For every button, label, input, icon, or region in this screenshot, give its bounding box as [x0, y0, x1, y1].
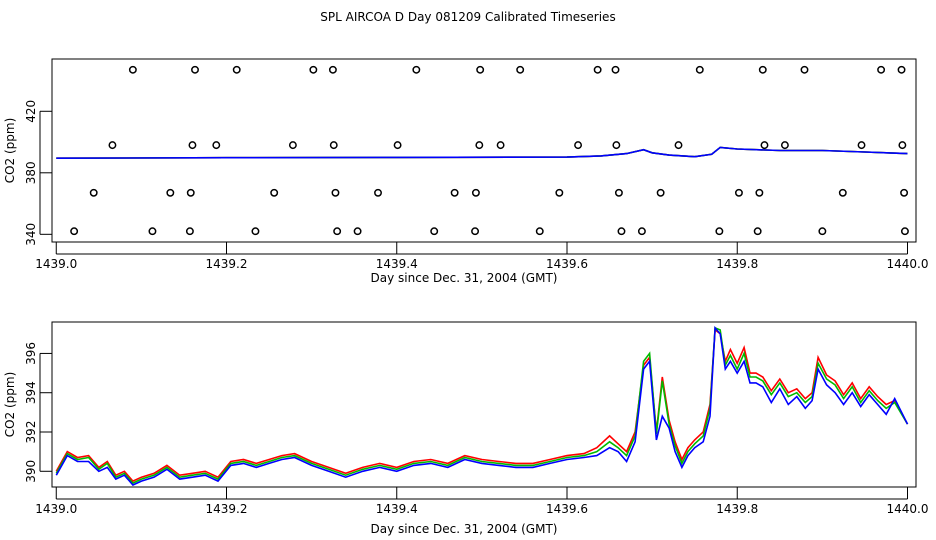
panel-1-marker-point: [900, 188, 909, 197]
panel-1-marker-point: [70, 227, 79, 236]
panel-1-marker-point: [251, 227, 260, 236]
panel-1-marker-point: [331, 188, 340, 197]
panel-1-marker-point: [857, 141, 866, 150]
panel-1-marker-point: [89, 188, 98, 197]
panel-1-marker-point: [516, 65, 525, 74]
panel-1-x-tick-label: 1439.6: [546, 257, 588, 271]
panel-1-marker-point: [430, 227, 439, 236]
panel-1-marker-point: [333, 227, 342, 236]
panel-1-marker-point: [574, 141, 583, 150]
panel-1-marker-point: [185, 227, 194, 236]
panel-1-y-axis-label: CO2 (ppm): [3, 118, 17, 184]
panel-1-y-tick-label: 340: [24, 223, 38, 246]
panel-1-marker-point: [309, 65, 318, 74]
panel-2-y-tick-label: 390: [24, 460, 38, 483]
panel-1-marker-point: [471, 227, 480, 236]
panel-1-marker-point: [637, 227, 646, 236]
panel-1-marker-point: [232, 65, 241, 74]
panel-2-plot-frame: [51, 321, 917, 488]
panel-1-marker-point: [374, 188, 382, 197]
panel-1-marker-point: [270, 188, 279, 197]
panel-1-marker-point: [212, 141, 221, 150]
panel-1-marker-point: [108, 141, 117, 150]
panel-2-x-tick-label: 1440.0: [886, 502, 928, 516]
panel-1-series-blue: [56, 146, 908, 159]
panel-1-marker-point: [818, 227, 827, 236]
panel-1-marker-point: [800, 65, 809, 74]
panel-1-marker-point: [393, 141, 402, 150]
panel-1-y-tick-label: 380: [24, 161, 38, 184]
panel-1-x-tick-label: 1439.2: [206, 257, 248, 271]
panel-1-marker-point: [288, 141, 297, 150]
panel-2-x-axis-label: Day since Dec. 31, 2004 (GMT): [371, 522, 558, 536]
panel-1-marker-point: [188, 141, 197, 150]
panel-2-x-tick-label: 1439.4: [376, 502, 418, 516]
panel-2-y-tick-label: 392: [24, 421, 38, 444]
panel-1-marker-point: [328, 65, 337, 74]
panel-1-marker-point: [617, 227, 626, 236]
panel-2-y-tick-label: 394: [24, 381, 38, 404]
panel-1-marker-point: [555, 188, 564, 197]
panel-1-x-tick-label: 1439.4: [376, 257, 418, 271]
panel-2-y-tick-label: 396: [24, 342, 38, 365]
panel-1-marker-point: [186, 188, 195, 197]
panel-1-marker-point: [471, 188, 480, 197]
panel-1-marker-point: [900, 227, 909, 236]
panel-2-x-tick-label: 1439.2: [206, 502, 248, 516]
panel-2-series-green: [55, 326, 909, 485]
panel-1-marker-point: [535, 227, 544, 236]
panel-1-marker-point: [753, 227, 762, 236]
panel-1-marker-point: [148, 227, 157, 236]
panel-1-marker-point: [877, 65, 886, 74]
panel-1-marker-point: [758, 65, 767, 74]
panel-1-marker-point: [128, 65, 137, 74]
panel-1-x-tick-label: 1439.0: [35, 257, 77, 271]
panel-2-x-tick-label: 1439.0: [35, 502, 77, 516]
panel-1-marker-point: [674, 141, 683, 150]
panel-1-marker-point: [695, 65, 704, 74]
panel-1-marker-point: [760, 141, 769, 150]
panel-1-marker-point: [353, 227, 362, 236]
panel-1-marker-point: [898, 141, 907, 150]
panel-1-marker-point: [496, 141, 505, 150]
panel-2-x-tick-label: 1439.6: [546, 502, 588, 516]
panel-2-x-tick-label: 1439.8: [716, 502, 758, 516]
panel-1-marker-point: [611, 65, 620, 74]
panel-2-series-red: [55, 328, 909, 483]
panel-1-y-tick-label: 420: [24, 100, 38, 123]
panel-1-marker-point: [593, 65, 602, 74]
panel-1-marker-point: [191, 65, 199, 74]
panel-1-plot-frame: [51, 58, 917, 243]
panel-1-x-tick-label: 1440.0: [886, 257, 928, 271]
panel-1-marker-point: [450, 188, 459, 197]
panel-1-marker-point: [780, 141, 789, 150]
panel-2-series-blue: [55, 325, 909, 486]
panel-1-marker-point: [412, 65, 421, 74]
panel-1-x-tick-label: 1439.8: [716, 257, 758, 271]
panel-1-marker-point: [656, 188, 665, 197]
panel-1-marker-point: [734, 188, 743, 197]
panel-1-x-axis-label: Day since Dec. 31, 2004 (GMT): [371, 271, 558, 285]
panel-1-marker-point: [614, 188, 623, 197]
panel-1-marker-point: [755, 188, 764, 197]
panel-1-marker-point: [476, 65, 485, 74]
panel-1-marker-point: [166, 188, 175, 197]
panel-1-marker-point: [475, 141, 484, 150]
panel-1-marker-point: [612, 141, 621, 150]
panel-1-marker-point: [329, 141, 338, 150]
panel-1-marker-point: [838, 188, 847, 197]
panel-1-marker-point: [897, 65, 906, 74]
panel-1-marker-point: [715, 227, 724, 236]
chart-title: SPL AIRCOA D Day 081209 Calibrated Times…: [320, 10, 616, 24]
panel-2-y-axis-label: CO2 (ppm): [3, 372, 17, 438]
